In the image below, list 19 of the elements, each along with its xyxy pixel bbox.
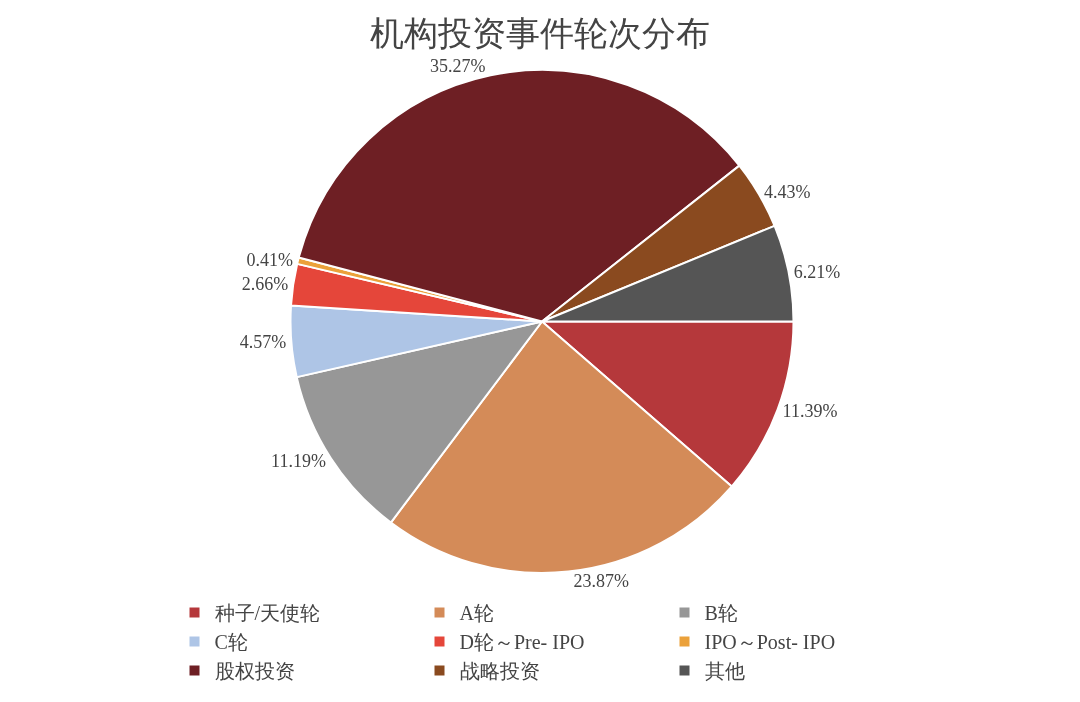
legend-label: D轮～Pre- IPO (459, 631, 585, 654)
legend-label: A轮 (459, 602, 494, 625)
data-label: 6.21% (793, 262, 841, 283)
legend-label: IPO～Post- IPO (704, 631, 836, 654)
legend-label: 股权投资 (214, 660, 295, 683)
legend-label: C轮 (214, 631, 248, 654)
data-label: 35.27% (430, 55, 486, 76)
data-label: 11.19% (271, 451, 326, 472)
data-label: 4.57% (239, 331, 287, 352)
chart-title: 机构投资事件轮次分布 (370, 14, 710, 52)
legend-label: 种子/天使轮 (214, 602, 321, 625)
data-label: 11.39% (782, 400, 838, 421)
data-label: 23.87% (573, 571, 629, 592)
legend-label: 战略投资 (459, 660, 540, 683)
legend-label: 其他 (704, 660, 745, 683)
data-label: 0.41% (246, 250, 293, 271)
data-label: 2.66% (241, 274, 289, 295)
data-label: 4.43% (764, 181, 811, 202)
legend-label: B轮 (704, 602, 738, 625)
